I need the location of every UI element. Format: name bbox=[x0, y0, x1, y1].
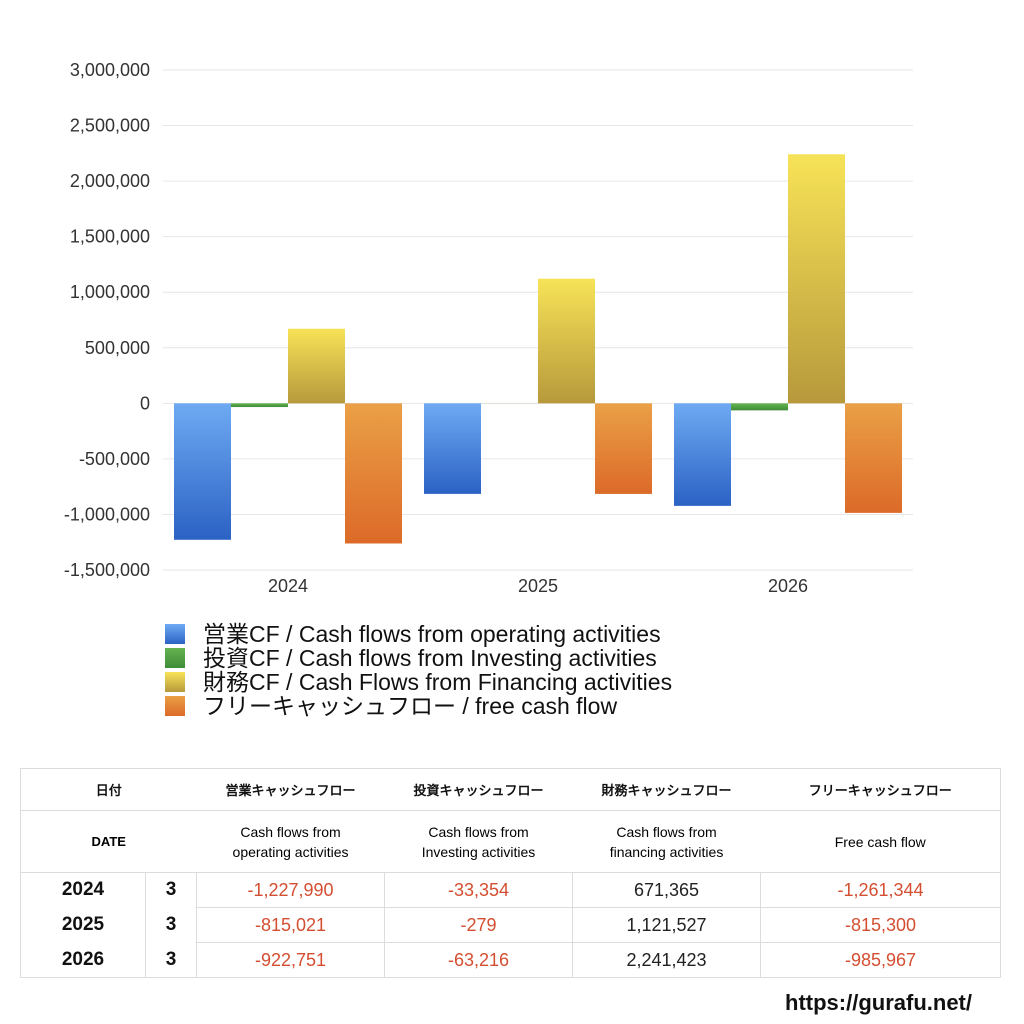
bars bbox=[174, 154, 902, 544]
table-value: 2,241,423 bbox=[572, 942, 762, 978]
x-axis: 2024 2025 2026 bbox=[268, 576, 808, 596]
table-header-row-ja: 日付 営業キャッシュフロー 投資キャッシュフロー 財務キャッシュフロー フリーキ… bbox=[20, 768, 1001, 811]
bar-operating-cf-2025 bbox=[424, 403, 481, 494]
table-value: -33,354 bbox=[384, 872, 574, 908]
bar-free-cash-flow-2025 bbox=[595, 403, 652, 494]
table-header-free-en: Free cash flow bbox=[760, 810, 1001, 873]
table-cell-month: 3 bbox=[145, 872, 198, 908]
y-tick-label: 2,500,000 bbox=[70, 116, 150, 136]
bar-financing-cf-2025 bbox=[538, 278, 595, 404]
y-tick-label: 0 bbox=[140, 393, 150, 413]
table-value: -815,021 bbox=[196, 907, 386, 943]
table-header-row-en: DATE Cash flows from operating activitie… bbox=[20, 810, 1001, 873]
table-cell-year: 2024 bbox=[20, 872, 146, 908]
legend-label: 投資CF / Cash flows from Investing activit… bbox=[203, 645, 657, 671]
legend-item-financing-cf: 財務CF / Cash Flows from Financing activit… bbox=[165, 670, 672, 694]
table-header-investing-ja: 投資キャッシュフロー bbox=[384, 768, 573, 811]
header-line: Cash flows from bbox=[428, 823, 529, 840]
y-tick-label: 500,000 bbox=[85, 338, 150, 358]
table-cell-year: 2026 bbox=[20, 942, 146, 978]
bar-investing-cf-2026 bbox=[731, 403, 788, 411]
table-value: -1,227,990 bbox=[196, 872, 386, 908]
legend-item-free-cash-flow: フリーキャッシュフロー / free cash flow bbox=[165, 694, 672, 718]
table-value: -815,300 bbox=[760, 907, 1001, 943]
table-header-date-ja: 日付 bbox=[20, 768, 197, 811]
table-value: -1,261,344 bbox=[760, 872, 1001, 908]
y-tick-label: -1,000,000 bbox=[64, 504, 150, 524]
table-row: 2026 3 -922,751 -63,216 2,241,423 -985,9… bbox=[20, 942, 1001, 978]
y-tick-label: 1,000,000 bbox=[70, 282, 150, 302]
x-tick-label: 2026 bbox=[768, 576, 808, 596]
table-header-free-ja: フリーキャッシュフロー bbox=[760, 768, 1001, 811]
table-value: -922,751 bbox=[196, 942, 386, 978]
bar-operating-cf-2026 bbox=[674, 403, 731, 506]
source-url: https://gurafu.net/ bbox=[785, 990, 972, 1015]
table-header-investing-en: Cash flows from Investing activities bbox=[384, 810, 573, 873]
y-tick-label: -500,000 bbox=[79, 449, 150, 469]
table-row: 2025 3 -815,021 -279 1,121,527 -815,300 bbox=[20, 907, 1001, 943]
legend-label: フリーキャッシュフロー / free cash flow bbox=[203, 693, 618, 719]
legend-item-operating-cf: 営業CF / Cash flows from operating activit… bbox=[165, 622, 672, 646]
y-tick-label: -1,500,000 bbox=[64, 560, 150, 580]
table-value: -63,216 bbox=[384, 942, 574, 978]
table-header-operating-en: Cash flows from operating activities bbox=[196, 810, 385, 873]
bar-free-cash-flow-2026 bbox=[845, 403, 902, 513]
table-value: 1,121,527 bbox=[572, 907, 762, 943]
header-line: Free cash flow bbox=[834, 833, 926, 850]
legend-swatch bbox=[165, 624, 185, 644]
header-line: Cash flows from bbox=[240, 823, 341, 840]
table-header-operating-ja: 営業キャッシュフロー bbox=[196, 768, 385, 811]
table-cell-year: 2025 bbox=[20, 907, 146, 943]
table-value: 671,365 bbox=[572, 872, 762, 908]
y-axis: 3,000,000 2,500,000 2,000,000 1,500,000 1,00… bbox=[64, 60, 150, 580]
bar-free-cash-flow-2024 bbox=[345, 403, 402, 544]
cash-flow-bar-chart: 3,000,000 2,500,000 2,000,000 1,500,000 1,00… bbox=[64, 60, 913, 596]
table-header-date-en: DATE bbox=[20, 810, 197, 873]
bar-operating-cf-2024 bbox=[174, 403, 231, 540]
header-line: Cash flows from bbox=[616, 823, 717, 840]
legend-label: 財務CF / Cash Flows from Financing activit… bbox=[203, 669, 673, 695]
table-header-financing-ja: 財務キャッシュフロー bbox=[572, 768, 761, 811]
legend-label: 営業CF / Cash flows from operating activit… bbox=[203, 621, 661, 647]
legend-swatch bbox=[165, 648, 185, 668]
x-tick-label: 2025 bbox=[518, 576, 558, 596]
bar-financing-cf-2024 bbox=[288, 328, 345, 404]
legend-swatch bbox=[165, 672, 185, 692]
table-cell-month: 3 bbox=[145, 942, 198, 978]
table-cell-month: 3 bbox=[145, 907, 198, 943]
header-line: financing activities bbox=[609, 843, 724, 860]
bar-financing-cf-2026 bbox=[788, 154, 845, 404]
table-value: -985,967 bbox=[844, 949, 917, 970]
header-line: Investing activities bbox=[421, 843, 536, 860]
table-value: -279 bbox=[384, 907, 574, 943]
header-line: operating activities bbox=[232, 843, 349, 860]
bar-investing-cf-2024 bbox=[231, 403, 288, 408]
y-tick-label: 2,000,000 bbox=[70, 171, 150, 191]
y-tick-label: 3,000,000 bbox=[70, 60, 150, 80]
table-row: 2024 3 -1,227,990 -33,354 671,365 -1,261… bbox=[20, 872, 1001, 908]
legend-swatch bbox=[165, 696, 185, 716]
legend-item-investing-cf: 投資CF / Cash flows from Investing activit… bbox=[165, 646, 672, 670]
table-header-financing-en: Cash flows from financing activities bbox=[572, 810, 761, 873]
chart-legend: 営業CF / Cash flows from operating activit… bbox=[165, 622, 672, 718]
y-tick-label: 1,500,000 bbox=[70, 227, 150, 247]
cash-flow-table: 日付 営業キャッシュフロー 投資キャッシュフロー 財務キャッシュフロー フリーキ… bbox=[20, 768, 1002, 978]
x-tick-label: 2024 bbox=[268, 576, 308, 596]
